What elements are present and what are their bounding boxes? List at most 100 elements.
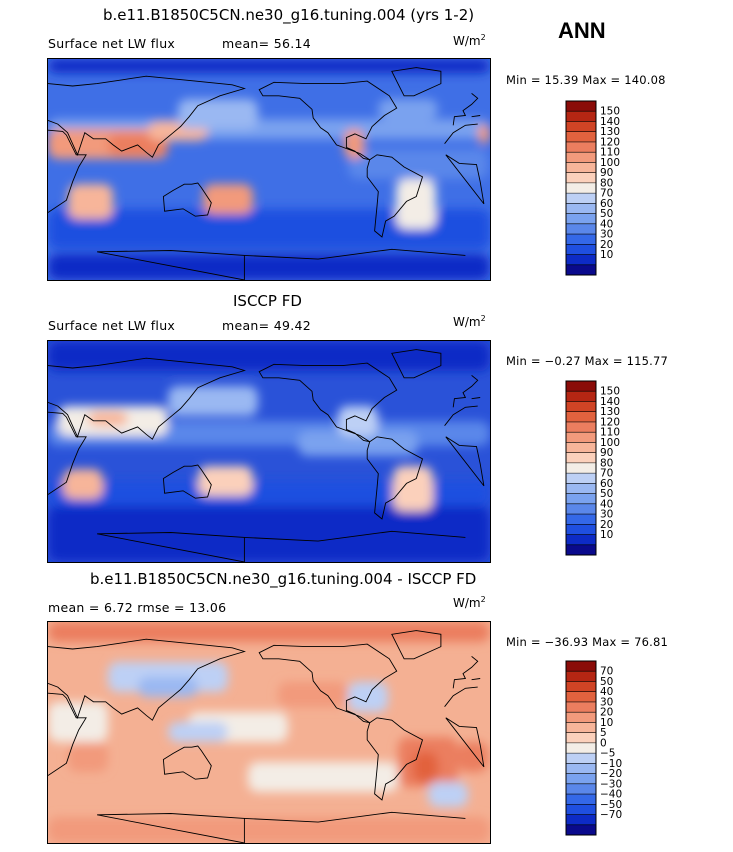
colorbar-label: 30	[600, 229, 613, 241]
colorbar-label: −70	[600, 809, 622, 821]
colorbar-swatch	[566, 432, 596, 443]
colorbar-label: 50	[600, 208, 613, 220]
colorbar-label: 70	[600, 666, 613, 678]
colorbar-label: 40	[600, 498, 613, 510]
coastline	[258, 362, 398, 443]
colorbar-label: 60	[600, 478, 613, 490]
colorbar-swatch	[566, 203, 596, 214]
colorbar-label: 90	[600, 167, 613, 179]
coastline	[48, 123, 485, 213]
colorbar-swatch	[566, 514, 596, 525]
colorbar-swatch	[566, 411, 596, 422]
panel-1-title: b.e11.B1850C5CN.ne30_g16.tuning.004 (yrs…	[103, 6, 475, 24]
coastline	[48, 75, 481, 158]
colorbar-swatch	[566, 503, 596, 515]
colorbar-swatch	[566, 804, 596, 815]
colorbar-label: −40	[600, 789, 622, 801]
panel-1-mean: mean= 56.14	[222, 36, 311, 51]
colorbar-swatch	[566, 824, 596, 835]
colorbar-swatch	[566, 213, 596, 224]
colorbar-swatch	[566, 141, 596, 153]
panel-1-units: W/m2	[453, 33, 486, 48]
colorbar-label: −50	[600, 799, 622, 811]
coastline	[97, 530, 466, 562]
colorbar-label: −5	[600, 748, 615, 760]
panel-2-title: ISCCP FD	[233, 292, 302, 310]
coastline	[366, 717, 424, 801]
colorbar-label: −20	[600, 768, 622, 780]
colorbar-swatch	[566, 131, 596, 142]
coastline	[162, 464, 212, 499]
panel-1-map	[47, 58, 491, 281]
colorbar-label: 50	[600, 676, 613, 688]
colorbar-label: 60	[600, 198, 613, 210]
panel-3-colorbar: 70 50 40 30 20 10 5 0 −5 −10 −20 −30 −40 −50 −70	[565, 660, 636, 839]
colorbar-swatch	[566, 722, 596, 733]
panel-2-map	[47, 340, 491, 563]
colorbar-label: 0	[600, 737, 607, 749]
panel-1-colorbar: 150 140 130 120 110 100 90 80 70 60 50 40 30 20 10	[565, 100, 636, 279]
panel-2-variable: Surface net LW flux	[48, 318, 176, 333]
colorbar-swatch	[566, 783, 596, 795]
colorbar-label: 110	[600, 427, 620, 439]
colorbar-label: 150	[600, 386, 620, 398]
colorbar-swatch	[566, 534, 596, 545]
coastline	[162, 182, 212, 217]
colorbar-label: 5	[600, 727, 607, 739]
colorbar-label: 10	[600, 529, 613, 541]
season-label: ANN	[558, 18, 606, 43]
coastline	[97, 248, 466, 280]
colorbar-swatch	[566, 442, 596, 453]
colorbar-label: 100	[600, 437, 620, 449]
colorbar-swatch	[566, 391, 596, 402]
colorbar-label: 10	[600, 717, 613, 729]
colorbar-label: 30	[600, 696, 613, 708]
colorbar-swatch	[566, 234, 596, 245]
coastline	[366, 436, 424, 520]
colorbar-label: 20	[600, 707, 613, 719]
colorbar-label: 130	[600, 406, 620, 418]
colorbar-label: 40	[600, 686, 613, 698]
colorbar-swatch	[566, 701, 596, 713]
colorbar-label: −10	[600, 758, 622, 770]
panel-3-title: b.e11.B1850C5CN.ne30_g16.tuning.004 - IS…	[90, 570, 477, 588]
coastline	[258, 80, 398, 161]
colorbar-swatch	[566, 462, 596, 474]
panel-1-minmax: Min = 15.39 Max = 140.08	[506, 73, 666, 87]
colorbar-label: 70	[600, 188, 613, 200]
coastline	[162, 745, 212, 780]
colorbar-swatch	[566, 152, 596, 163]
colorbar-swatch	[566, 172, 596, 183]
colorbar-swatch	[566, 763, 596, 774]
colorbar-label: 110	[600, 147, 620, 159]
colorbar-swatch	[566, 111, 596, 122]
colorbar-swatch	[566, 121, 596, 132]
panel-3-map	[47, 621, 491, 844]
colorbar-label: 100	[600, 157, 620, 169]
colorbar-swatch	[566, 524, 596, 535]
colorbar-swatch	[566, 814, 596, 825]
colorbar-swatch	[566, 691, 596, 702]
coastline	[391, 67, 442, 97]
colorbar-swatch	[566, 381, 596, 392]
colorbar-swatch	[566, 732, 596, 743]
colorbar-swatch	[566, 773, 596, 784]
colorbar-label: −30	[600, 778, 622, 790]
colorbar-label: 20	[600, 519, 613, 531]
panel-2-units: W/m2	[453, 314, 486, 329]
colorbar-swatch	[566, 254, 596, 265]
coastline	[97, 811, 466, 843]
colorbar-swatch	[566, 681, 596, 692]
colorbar-swatch	[566, 182, 596, 194]
colorbar-label: 10	[600, 249, 613, 261]
panel-3-stats: mean = 6.72 rmse = 13.06	[48, 600, 227, 615]
colorbar-swatch	[566, 193, 596, 204]
colorbar-label: 20	[600, 239, 613, 251]
colorbar-swatch	[566, 483, 596, 494]
panel-3-units: W/m2	[453, 595, 486, 610]
colorbar-swatch	[566, 452, 596, 463]
panel-2-colorbar: 150 140 130 120 110 100 90 80 70 60 50 40 30 20 10	[565, 380, 636, 559]
colorbar-label: 120	[600, 136, 620, 148]
colorbar-label: 50	[600, 488, 613, 500]
colorbar-swatch	[566, 794, 596, 805]
